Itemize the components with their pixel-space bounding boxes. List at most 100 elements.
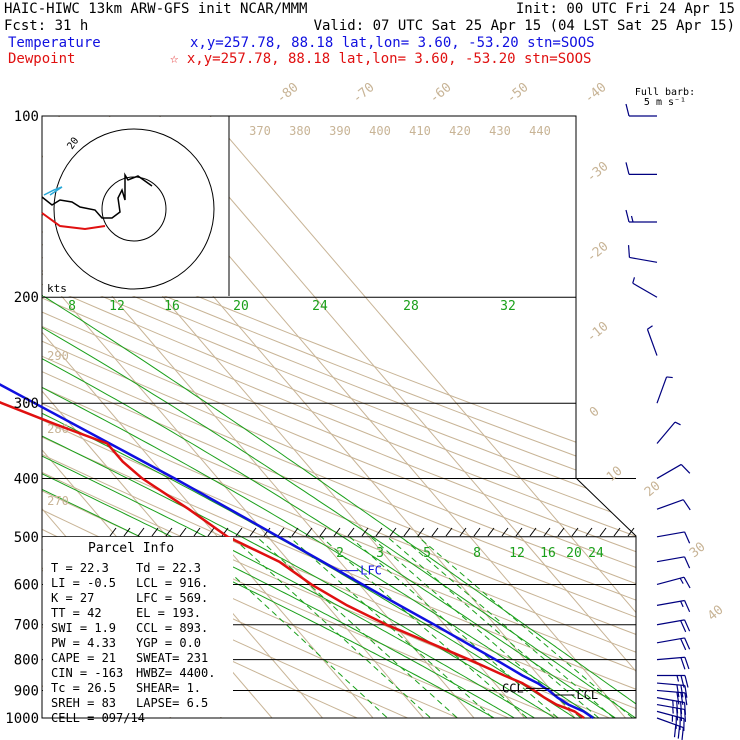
dry-adiabat bbox=[42, 116, 636, 718]
mixing-ratio-line bbox=[394, 536, 630, 718]
dry-adiabat bbox=[42, 116, 636, 718]
wind-barb-flag bbox=[681, 727, 684, 740]
isotherm-label: -60 bbox=[427, 80, 455, 107]
wind-barb-staff bbox=[656, 656, 685, 661]
hatch-mark bbox=[375, 527, 383, 537]
mixing-ratio-label: 12 bbox=[509, 546, 525, 561]
temperature-profile bbox=[0, 383, 594, 720]
parcel-row-left: T = 22.3 bbox=[51, 561, 109, 575]
temperature-legend-label: Temperature bbox=[8, 35, 101, 51]
mixing-ratio-line bbox=[380, 536, 615, 718]
moist-adiabat bbox=[42, 184, 535, 718]
wind-barb-flag bbox=[680, 464, 691, 474]
mixing-ratio-label: 3 bbox=[376, 546, 384, 561]
wind-barb-half bbox=[680, 600, 684, 608]
hatch-mark bbox=[249, 527, 257, 537]
wind-barb-staff bbox=[632, 282, 658, 298]
isotherm-label: -30 bbox=[584, 159, 612, 186]
hatch-mark bbox=[207, 527, 215, 537]
pressure-tick-label: 700 bbox=[14, 618, 39, 634]
hodograph-inset: 20 kts bbox=[41, 116, 230, 296]
pressure-tick-label: 900 bbox=[14, 683, 39, 699]
wind-barb-flag bbox=[680, 701, 683, 715]
wind-barb-flag bbox=[680, 675, 685, 688]
mixing-ratio-label: 16 bbox=[540, 546, 556, 561]
hatch-mark bbox=[235, 527, 243, 537]
hatch-mark bbox=[305, 527, 313, 537]
isotherm-label: -80 bbox=[274, 80, 302, 107]
hatch-mark bbox=[263, 527, 271, 537]
hatch-mark bbox=[137, 527, 145, 537]
parcel-row-right: SWEAT= 231 bbox=[136, 651, 208, 665]
wind-barb-flag bbox=[684, 600, 691, 613]
wind-barb-staff bbox=[656, 619, 685, 626]
forecast-hour: Fcst: 31 h bbox=[4, 18, 88, 34]
isotherm-label: 20 bbox=[642, 479, 664, 501]
hatch-mark bbox=[333, 527, 341, 537]
hatch-mark bbox=[515, 527, 523, 537]
wind-barb-staff bbox=[646, 329, 658, 356]
wind-barb-flag bbox=[625, 162, 630, 175]
pressure-tick-label: 100 bbox=[14, 109, 39, 125]
wind-barb-half bbox=[674, 421, 681, 426]
theta-label: 420 bbox=[449, 124, 471, 138]
theta-label: 280 bbox=[47, 422, 69, 436]
barb-legend: Full barb: 5 m s⁻¹ bbox=[635, 87, 695, 108]
mixing-ratio-label: 16 bbox=[164, 299, 180, 314]
parcel-row-left: Tc = 26.5 bbox=[51, 681, 116, 695]
wind-barb-flag bbox=[684, 531, 691, 544]
parcel-row-left: CIN = -163 bbox=[51, 666, 123, 680]
wind-barb-staff bbox=[656, 689, 685, 694]
wind-barb-flag bbox=[680, 692, 684, 705]
isotherm bbox=[175, 116, 636, 718]
plot-frame bbox=[41, 115, 637, 719]
hatch-mark bbox=[193, 527, 201, 537]
wind-barb-staff bbox=[656, 717, 684, 729]
wind-barb-flag bbox=[684, 685, 688, 698]
dry-adiabat bbox=[42, 116, 636, 718]
mixing-ratio-label: 20 bbox=[233, 299, 249, 314]
mixing-ratio-line bbox=[364, 536, 597, 718]
lfc-marker-label: LFC bbox=[360, 564, 382, 578]
dry-adiabat bbox=[42, 116, 636, 718]
wind-barb-flag bbox=[682, 499, 691, 511]
theta-label: 410 bbox=[409, 124, 431, 138]
hatch-mark bbox=[361, 527, 369, 537]
mixing-ratio-label: 32 bbox=[500, 299, 516, 314]
hatch-mark bbox=[165, 527, 173, 537]
mixing-ratio-label: 24 bbox=[588, 546, 604, 561]
hatch-mark bbox=[123, 527, 131, 537]
hatch-mark bbox=[389, 527, 397, 537]
isotherm-label: -40 bbox=[582, 80, 610, 107]
wind-barb-staff bbox=[656, 599, 685, 606]
mixing-ratio-line bbox=[343, 536, 574, 718]
isotherm-label: -10 bbox=[584, 319, 612, 346]
dry-adiabat bbox=[42, 116, 636, 718]
parcel-info-bg bbox=[43, 537, 233, 717]
wind-barb-flag bbox=[677, 726, 681, 739]
parcel-row-left: K = 27 bbox=[51, 591, 94, 605]
wind-barb-half bbox=[632, 277, 636, 284]
dry-adiabat bbox=[42, 116, 636, 718]
wind-barb-flag bbox=[625, 209, 630, 223]
dry-adiabat bbox=[42, 116, 636, 718]
wind-barb-half bbox=[666, 376, 673, 379]
mixing-ratio-label: 12 bbox=[109, 299, 125, 314]
wind-barb-half bbox=[647, 325, 653, 330]
isotherm-label: -50 bbox=[504, 80, 532, 107]
barb-legend-line2: 5 m s⁻¹ bbox=[644, 97, 686, 108]
isotherm-label: -70 bbox=[350, 80, 378, 107]
moist-adiabat bbox=[42, 116, 596, 718]
parcel-row-left: SWI = 1.9 bbox=[51, 621, 116, 635]
theta-label: 430 bbox=[489, 124, 511, 138]
wind-barb-staff bbox=[656, 576, 685, 586]
pressure-tick-label: 1000 bbox=[5, 711, 39, 727]
pressure-tick-label: 800 bbox=[14, 653, 39, 669]
hodograph-path-black bbox=[41, 172, 153, 219]
dry-adiabat bbox=[42, 116, 636, 718]
wind-barb-flag bbox=[684, 619, 691, 632]
wind-barb-staff bbox=[656, 376, 668, 404]
wind-barb-staff bbox=[656, 531, 685, 538]
hatch-mark bbox=[445, 527, 453, 537]
pressure-tick-label: 400 bbox=[14, 471, 39, 487]
